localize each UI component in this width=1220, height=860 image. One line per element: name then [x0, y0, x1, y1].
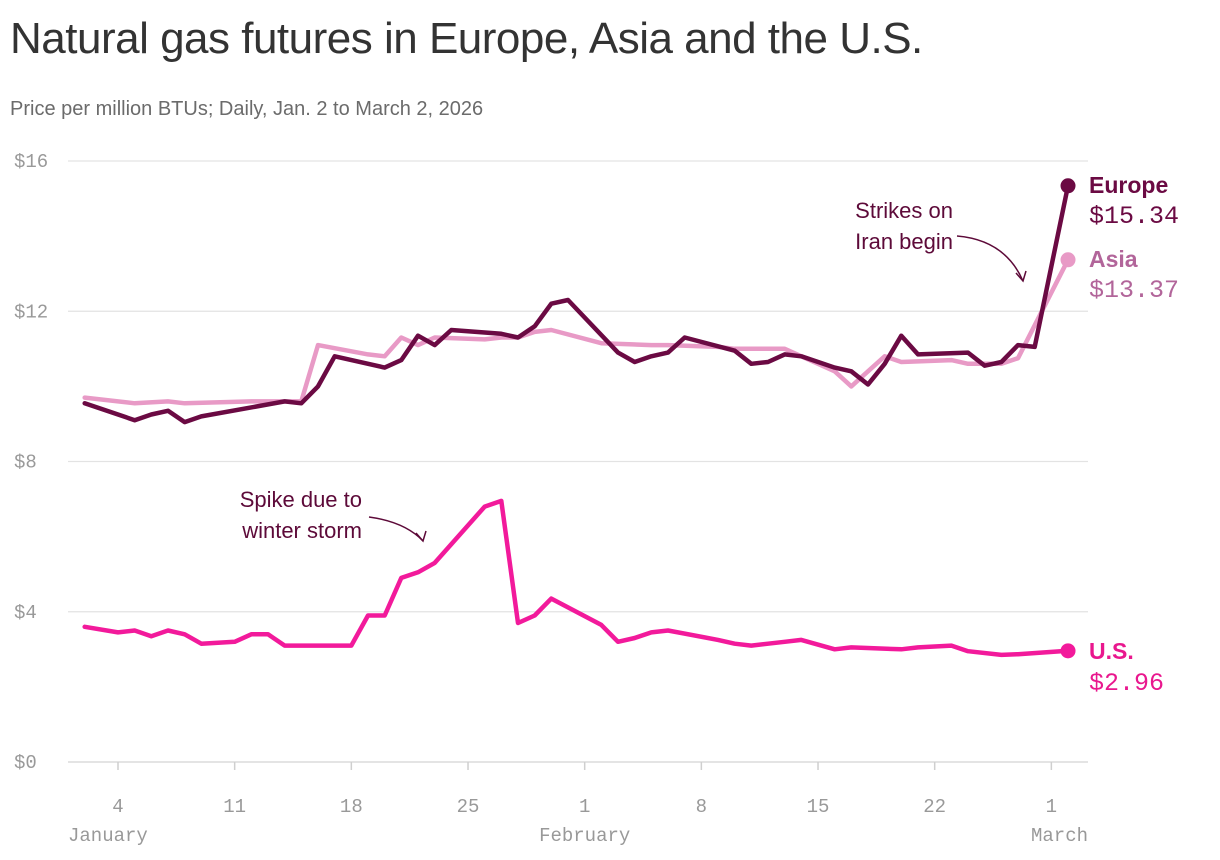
y-tick-label: $16 [14, 151, 48, 173]
x-tick-label: 4 [112, 796, 123, 818]
europe-series-line [82, 183, 1071, 425]
asia-series-line [82, 257, 1071, 406]
chart-title: Natural gas futures in Europe, Asia and … [10, 14, 923, 63]
asia-end-value-label: $13.37 [1089, 276, 1179, 305]
us-end-point [1060, 643, 1076, 659]
annotation-arrow [956, 235, 1024, 282]
europe-series-label: Europe [1089, 172, 1168, 198]
annotation-arrow [368, 516, 424, 542]
annotation-arrowhead [1015, 270, 1027, 283]
annotations: Strikes on Iran begin Spike due to winter s… [240, 198, 1027, 543]
x-tick-label: 1 [579, 796, 590, 818]
us-series-label: U.S. [1089, 638, 1134, 664]
month-label: March [1031, 825, 1088, 847]
us-series-line [82, 498, 1071, 658]
x-tick-label: 15 [807, 796, 830, 818]
chart-subtitle: Price per million BTUs; Daily, Jan. 2 to… [10, 98, 484, 120]
annotation-text: Spike due to [240, 487, 362, 512]
y-tick-label: $12 [14, 301, 48, 323]
annotation-arrowhead [415, 530, 427, 543]
asia-series-label: Asia [1089, 246, 1138, 272]
x-tick-label: 18 [340, 796, 363, 818]
month-label: February [539, 825, 630, 847]
europe-end-value-label: $15.34 [1089, 202, 1179, 231]
x-tick-label: 22 [923, 796, 946, 818]
x-tick-label: 25 [457, 796, 480, 818]
x-tick-label: 1 [1046, 796, 1057, 818]
x-tick-label: 8 [696, 796, 707, 818]
end-labels: Asia $13.37 Europe $15.34 U.S. $2.96 [1089, 172, 1179, 698]
annotation-text: Iran begin [855, 229, 953, 254]
y-tick-label: $8 [14, 452, 37, 474]
y-tick-label: $4 [14, 602, 37, 624]
annotation-text: Strikes on [855, 198, 953, 223]
y-axis: $0 $4 $8 $12 $16 [14, 151, 48, 774]
asia-end-point [1060, 252, 1076, 268]
europe-end-point [1060, 178, 1076, 194]
y-tick-label: $0 [14, 752, 37, 774]
series-lines [82, 178, 1076, 659]
month-label: January [68, 825, 148, 847]
us-end-value-label: $2.96 [1089, 669, 1164, 698]
annotation-text: winter storm [241, 518, 362, 543]
x-tick-label: 11 [223, 796, 246, 818]
